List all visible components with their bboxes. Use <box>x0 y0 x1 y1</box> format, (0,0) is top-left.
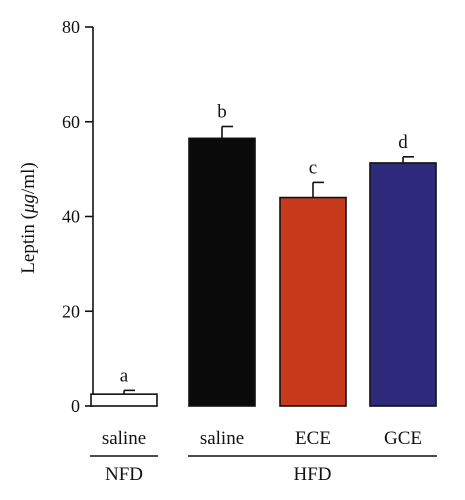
y-axis-title: Leptin (μg/ml) <box>18 162 39 273</box>
bar <box>90 393 158 407</box>
y-tick-label: 0 <box>71 396 80 416</box>
bar <box>369 162 437 407</box>
y-tick-label: 20 <box>62 301 80 321</box>
y-axis-title-suffix: /ml) <box>18 162 39 194</box>
group-label: HFD <box>293 464 331 485</box>
bars <box>90 125 437 407</box>
labels: a saline b saline c ECE d GCE NFD HFD <box>90 101 437 485</box>
y-axis-title-prefix: Leptin ( <box>18 213 39 274</box>
significance-label: b <box>217 101 227 122</box>
category-label: saline <box>102 428 146 449</box>
significance-label: a <box>120 365 129 386</box>
significance-label: d <box>398 132 408 153</box>
y-tick-label: 80 <box>62 17 80 37</box>
y-tick-label: 40 <box>62 207 80 227</box>
category-label: GCE <box>384 428 422 449</box>
bar <box>188 137 256 407</box>
significance-label: c <box>309 157 317 178</box>
y-tick-label: 60 <box>62 112 80 132</box>
axes: 0 20 40 60 80 <box>62 17 94 416</box>
group-label: NFD <box>105 464 143 485</box>
y-axis-title-unit: μg <box>18 194 39 214</box>
category-label: ECE <box>295 428 331 449</box>
category-label: saline <box>200 428 244 449</box>
bar <box>279 196 347 407</box>
